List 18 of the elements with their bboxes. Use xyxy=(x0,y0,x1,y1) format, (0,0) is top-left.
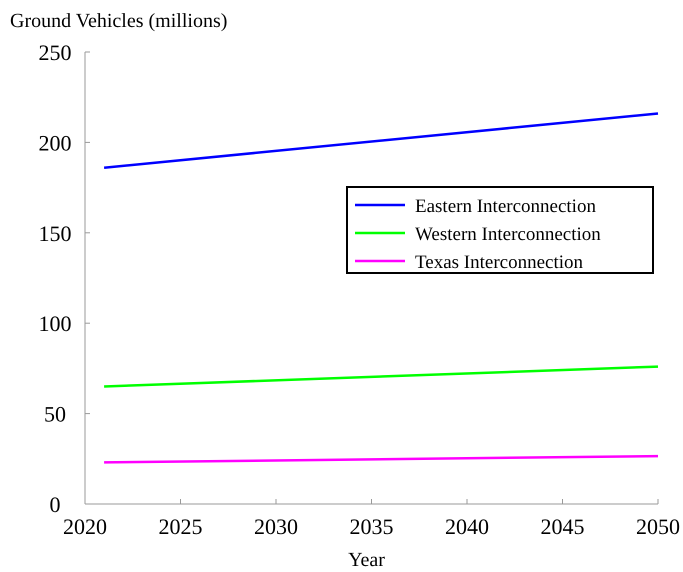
y-axis-title: Ground Vehicles (millions) xyxy=(10,10,228,32)
x-axis-title: Year xyxy=(348,549,386,571)
x-tick-label: 2040 xyxy=(445,514,489,539)
x-tick-label: 2045 xyxy=(540,514,584,539)
legend-label: Western Interconnection xyxy=(415,224,602,245)
legend-label: Texas Interconnection xyxy=(415,252,584,273)
x-tick-label: 2020 xyxy=(63,514,107,539)
y-tick-label: 50 xyxy=(44,402,66,427)
x-tick-label: 2035 xyxy=(350,514,394,539)
x-tick-label: 2030 xyxy=(254,514,298,539)
legend-label: Eastern Interconnection xyxy=(415,196,596,217)
x-tick-label: 2050 xyxy=(636,514,680,539)
y-tick-label: 150 xyxy=(38,220,72,246)
y-tick-label: 200 xyxy=(38,130,72,156)
y-tick-label: 0 xyxy=(50,492,60,517)
x-tick-label: 2025 xyxy=(158,514,202,539)
y-tick-label: 250 xyxy=(38,40,72,65)
y-tick-label: 100 xyxy=(38,311,72,336)
